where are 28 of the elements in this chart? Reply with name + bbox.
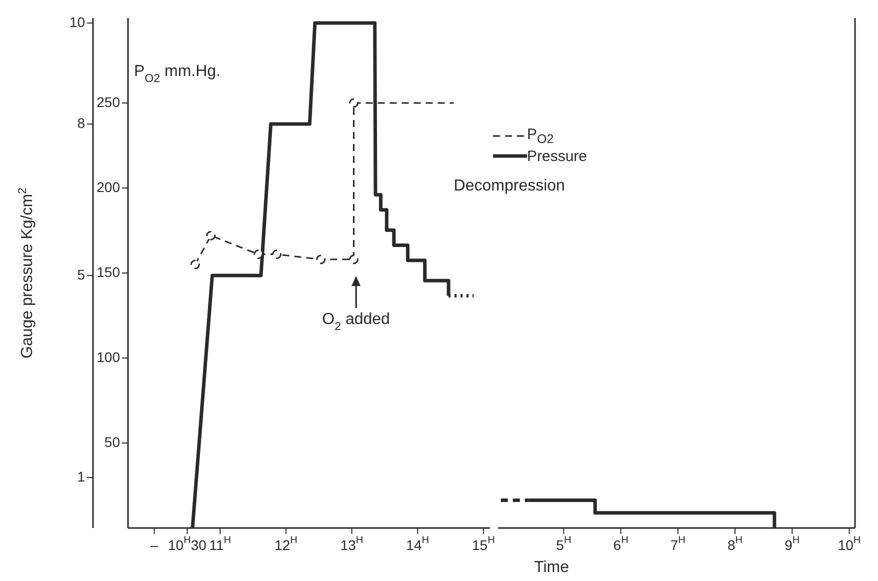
x-tick-label: 10$^{H}$30: [168, 535, 207, 553]
x-tick-label: 15$^{H}$: [472, 535, 495, 553]
x-tick-label: 10$^{H}$: [838, 535, 861, 553]
x-tick-label: 8$^{H}$: [728, 535, 743, 553]
legend-label: Pressure: [527, 148, 588, 164]
x-tick-label: 14$^{H}$: [406, 535, 430, 553]
y-tick-label: 8: [77, 114, 86, 131]
y2-tick-label: 250: [96, 94, 120, 110]
y2-tick-label: 150: [96, 264, 120, 280]
x-tick-label: 11$^{H}$: [209, 535, 232, 553]
x-tick-label: 9$^{H}$: [784, 535, 800, 553]
x-tick-label: 5$^{H}$: [556, 535, 572, 553]
y2-tick-label: 100: [96, 348, 120, 365]
y-tick-label: 1: [77, 468, 86, 484]
y-tick-label: 5: [77, 266, 86, 282]
x-tick-label: 6$^{H}$: [613, 535, 628, 553]
x-tick-label: 7$^{H}$: [670, 535, 686, 553]
y2-tick-label: 50: [104, 434, 120, 450]
x-tick-label: 12$^{H}$: [274, 535, 298, 553]
annotation: Decompression: [454, 178, 565, 195]
legend-label: P$_{O2}$: [527, 126, 554, 146]
y-tick-label: 10: [69, 14, 86, 30]
x-axis-title: Time: [534, 559, 570, 576]
y2-axis-title: P$_{O2}$ mm.Hg.: [134, 63, 220, 85]
x-tick-label: 13$^{H}$: [340, 535, 364, 553]
annotation: O$_{2}$ added: [322, 311, 390, 333]
x-tick-label: –: [150, 536, 158, 553]
y2-tick-label: 200: [96, 178, 120, 195]
